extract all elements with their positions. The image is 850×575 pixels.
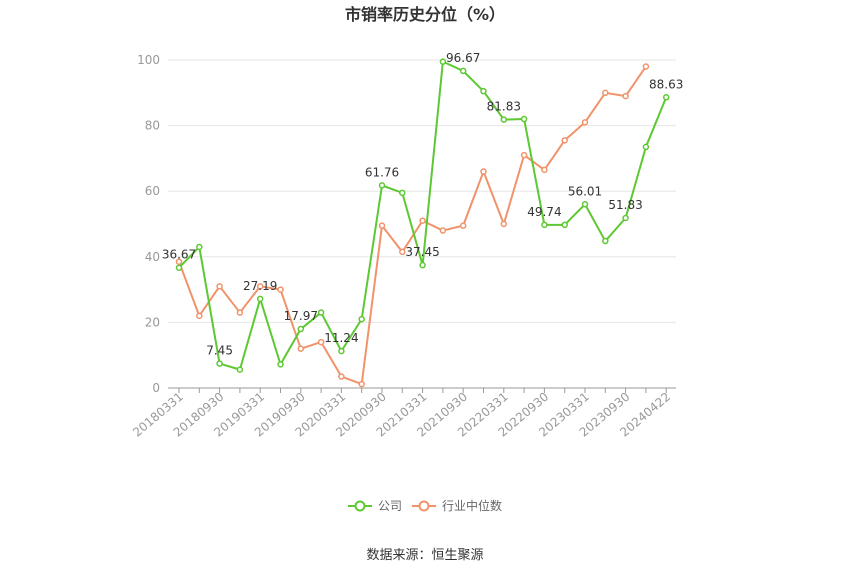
data-label: 96.67 <box>446 51 480 65</box>
data-point <box>561 221 568 229</box>
series-layer <box>175 58 670 388</box>
data-label: 88.63 <box>649 77 683 91</box>
source-note: 数据来源：恒生聚源 <box>366 548 483 563</box>
data-point <box>175 264 183 271</box>
data-point <box>500 220 508 228</box>
data-point <box>196 243 203 251</box>
data-point <box>622 214 629 222</box>
data-point <box>459 222 467 229</box>
data-point <box>662 94 670 101</box>
data-label: 7.45 <box>206 344 233 358</box>
y-tick-label: 0 <box>152 381 160 395</box>
series-line-0 <box>178 60 668 371</box>
data-point <box>480 87 487 95</box>
y-tick-label: 100 <box>137 53 160 67</box>
data-point <box>642 63 650 70</box>
data-point <box>378 182 386 189</box>
data-point <box>541 166 548 174</box>
data-label: 11.24 <box>324 331 358 345</box>
data-point <box>297 345 305 352</box>
data-point <box>399 189 406 197</box>
data-point <box>439 227 447 234</box>
data-point <box>581 201 589 208</box>
y-tick-label: 20 <box>145 315 160 329</box>
grid-lines <box>168 59 676 323</box>
data-point <box>317 338 325 346</box>
series-line-1 <box>178 65 647 386</box>
data-point <box>439 58 447 65</box>
data-point <box>500 116 508 123</box>
legend-swatch-marker <box>418 500 430 512</box>
data-point <box>419 261 426 269</box>
data-point <box>378 222 386 229</box>
data-label: 36.67 <box>162 248 196 262</box>
legend-item-0[interactable]: 公司 <box>348 499 402 513</box>
y-axis: 0 20 40 60 80 100 <box>137 53 160 395</box>
legend-swatch-marker <box>354 500 366 512</box>
data-label: 27.19 <box>243 279 277 293</box>
data-label: 51.83 <box>608 198 642 212</box>
y-tick-label: 80 <box>145 119 160 133</box>
data-point <box>561 137 568 144</box>
y-tick-label: 60 <box>145 184 160 198</box>
data-point <box>541 221 548 229</box>
data-label: 49.74 <box>527 205 561 219</box>
data-point <box>216 360 223 367</box>
data-point <box>196 312 203 320</box>
data-point <box>520 151 528 159</box>
data-point <box>642 143 650 151</box>
data-point <box>602 89 609 97</box>
data-label: 81.83 <box>487 100 521 114</box>
y-tick-label: 40 <box>145 250 160 264</box>
data-label: 56.01 <box>568 184 602 198</box>
data-point <box>622 92 629 100</box>
x-axis: 2018033120180930201903312019093020200331… <box>130 387 676 440</box>
data-point <box>256 295 264 303</box>
data-point <box>317 309 325 316</box>
chart-title: 市销率历史分位（%） <box>345 5 505 24</box>
legend-label: 行业中位数 <box>442 498 502 513</box>
data-labels: 36.67 7.45 27.19 17.97 11.24 61.76 37.45 96.67 8… <box>162 51 684 358</box>
data-label: 61.76 <box>365 165 399 179</box>
data-point <box>236 366 244 373</box>
data-point <box>338 347 345 355</box>
data-point <box>581 119 589 126</box>
data-point <box>419 217 426 224</box>
data-point <box>520 115 528 123</box>
data-point <box>277 361 284 368</box>
data-point <box>480 168 487 175</box>
data-point <box>216 283 223 290</box>
data-label: 17.97 <box>284 309 318 323</box>
data-point <box>358 380 365 388</box>
data-point <box>459 67 467 75</box>
legend-label: 公司 <box>378 499 402 513</box>
data-point <box>297 325 305 333</box>
data-point <box>399 248 406 256</box>
legend[interactable]: 公司 行业中位数 <box>348 498 502 513</box>
data-label: 37.45 <box>405 245 439 259</box>
legend-item-1[interactable]: 行业中位数 <box>412 498 502 513</box>
data-point <box>602 237 609 245</box>
data-point <box>358 315 365 323</box>
data-point <box>256 283 264 290</box>
data-point <box>277 286 284 293</box>
data-point <box>236 309 244 316</box>
data-point <box>175 258 183 265</box>
data-point <box>338 373 345 380</box>
